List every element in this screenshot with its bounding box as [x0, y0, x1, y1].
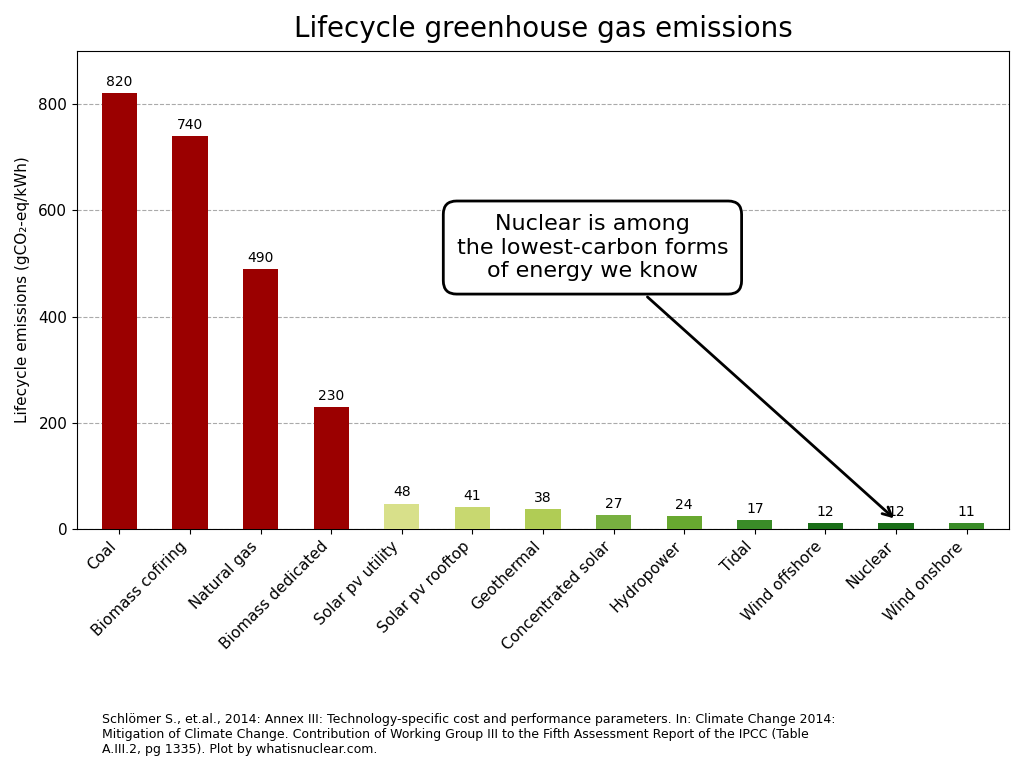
Bar [313, 407, 349, 529]
Text: 24: 24 [676, 498, 693, 512]
Text: 27: 27 [605, 497, 623, 511]
Text: 11: 11 [957, 505, 976, 519]
Text: 41: 41 [464, 489, 481, 503]
Y-axis label: Lifecycle emissions (gCO₂-eq/kWh): Lifecycle emissions (gCO₂-eq/kWh) [15, 157, 30, 423]
Bar [384, 504, 420, 529]
Text: 740: 740 [177, 118, 203, 131]
Bar [101, 94, 137, 529]
Text: 38: 38 [535, 491, 552, 505]
Text: 17: 17 [746, 502, 764, 516]
Bar [808, 523, 843, 529]
Text: 48: 48 [393, 485, 411, 499]
Bar [667, 517, 701, 529]
Bar [455, 508, 490, 529]
Bar [596, 515, 631, 529]
Bar [879, 523, 913, 529]
Bar [525, 509, 561, 529]
Text: 12: 12 [816, 505, 835, 518]
Bar [949, 524, 984, 529]
Bar [172, 136, 208, 529]
Text: 230: 230 [318, 389, 344, 402]
Text: Schlömer S., et.al., 2014: Annex III: Technology-specific cost and performance p: Schlömer S., et.al., 2014: Annex III: Te… [102, 713, 836, 756]
Text: 12: 12 [887, 505, 905, 518]
Bar [243, 269, 279, 529]
Text: Nuclear is among
the lowest-carbon forms
of energy we know: Nuclear is among the lowest-carbon forms… [457, 214, 892, 516]
Title: Lifecycle greenhouse gas emissions: Lifecycle greenhouse gas emissions [294, 15, 793, 43]
Text: 490: 490 [248, 250, 273, 264]
Text: 820: 820 [106, 75, 132, 89]
Bar [737, 520, 772, 529]
